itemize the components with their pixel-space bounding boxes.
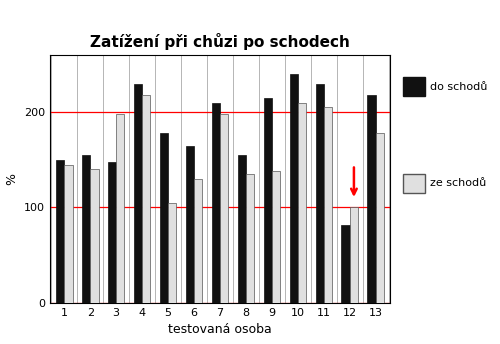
Y-axis label: %: % [6,173,18,185]
Bar [324,107,332,303]
X-axis label: testovaná osoba: testovaná osoba [168,323,272,336]
Bar [246,174,254,303]
Bar [290,74,298,303]
Bar [160,133,168,303]
Bar [376,133,384,303]
Bar [108,162,116,303]
Bar [142,95,150,303]
Bar [238,155,246,303]
Bar [64,164,72,303]
Text: do schodů: do schodů [430,82,488,92]
Title: Zatížení při chůzi po schodech: Zatížení při chůzi po schodech [90,33,350,50]
Bar [168,203,176,303]
Bar [368,95,376,303]
Bar [264,98,272,303]
Bar [350,206,358,303]
Bar [134,84,142,303]
Bar [186,146,194,303]
Bar [212,103,220,303]
Bar [90,169,98,303]
Bar [194,179,202,303]
Bar [220,114,228,303]
Bar [316,84,324,303]
Bar [298,103,306,303]
Text: ze schodů: ze schodů [430,178,486,188]
Bar [116,114,124,303]
Bar [56,160,64,303]
Bar [342,225,350,303]
Bar [82,155,90,303]
Bar [272,171,280,303]
